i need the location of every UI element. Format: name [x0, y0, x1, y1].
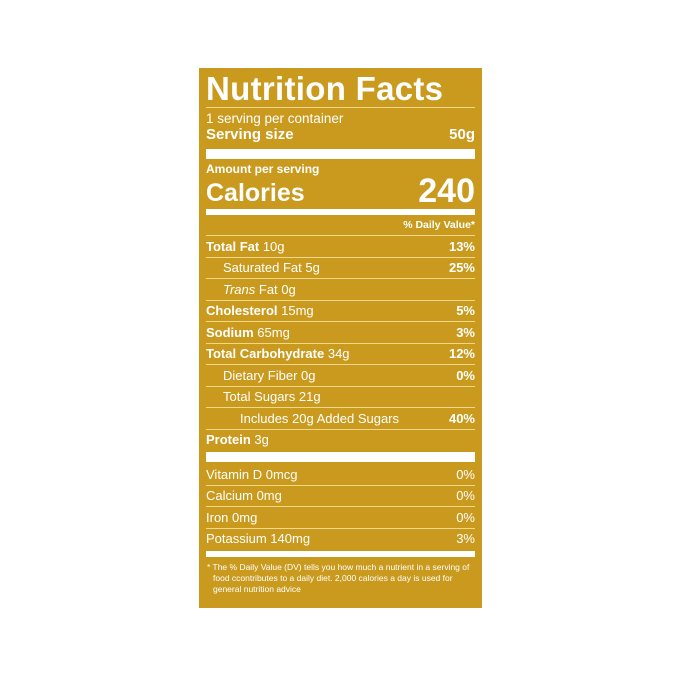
nutrients-9-amount: 3g: [254, 432, 269, 447]
nutrient-row-sodium: Sodium 65mg 3%: [206, 322, 475, 344]
nutrient-row-total-carbohydrate: Total Carbohydrate 34g 12%: [206, 344, 475, 365]
vitamins-2-dv: 0%: [456, 509, 475, 525]
calories-value: 240: [418, 172, 475, 210]
nutrients-6-dv: 0%: [456, 367, 475, 383]
nutrient-row-saturated-fat: Saturated Fat 5g 25%: [206, 258, 475, 279]
nutrients-6-amount: 0g: [301, 367, 316, 383]
vitamin-row-vitamin-d: Vitamin D 0mcg 0%: [206, 464, 475, 486]
nutrient-row-dietary-fiber: Dietary Fiber 0g 0%: [206, 365, 475, 387]
calories-label: Calories: [206, 179, 305, 207]
nutrients-6-name: Dietary Fiber: [223, 367, 298, 383]
nutrient-row-trans-fat: Trans Fat 0g: [206, 279, 475, 301]
medium-divider: [206, 209, 475, 215]
nutrients-2-name: Trans: [223, 281, 256, 297]
nutrients-3-amount: 15mg: [281, 303, 314, 318]
amount-per-serving: Amount per serving: [206, 162, 320, 176]
servings-per-container: 1 serving per container: [206, 111, 344, 126]
nutrients-7-name: Total Sugars: [223, 389, 296, 404]
vitamin-row-potassium: Potassium 140mg 3%: [206, 529, 475, 550]
daily-value-header: % Daily Value*: [206, 217, 475, 236]
daily-value-header-text: % Daily Value*: [403, 219, 475, 231]
nutrients-0-amount: 10g: [262, 238, 285, 254]
serving-size-label: Serving size: [206, 126, 294, 143]
vitamins-2-label: Iron 0mg: [206, 509, 258, 525]
nutrient-row-total-sugars: Total Sugars 21g: [206, 387, 475, 408]
nutrients-2-name_suffix: Fat: [258, 281, 278, 297]
nutrients-2-amount: 0g: [281, 281, 296, 297]
nutrients-3-dv: 5%: [456, 303, 475, 318]
medium-divider: [206, 551, 475, 557]
nutrients-0-name: Total Fat: [206, 238, 260, 254]
vitamins-1-label: Calcium 0mg: [206, 488, 282, 503]
nutrients-4-amount: 65mg: [257, 324, 290, 340]
nutrients-8-dv: 40%: [448, 410, 475, 426]
nutrients-3-name: Cholesterol: [206, 303, 278, 318]
nutrients-5-amount: 34g: [327, 346, 350, 361]
nutrients-1-amount: 5g: [305, 260, 320, 275]
nutrient-row-total-fat: Total Fat 10g 13%: [206, 236, 475, 258]
nutrient-row-added-sugars: Includes 20g Added Sugars 40%: [206, 408, 475, 430]
serving-size-row: Serving size 50g: [206, 127, 475, 143]
nutrition-facts-label: Nutrition Facts 1 serving per container …: [199, 68, 482, 608]
vitamins-3-label: Potassium 140mg: [206, 531, 311, 546]
calories-row: Calories 240: [206, 172, 475, 210]
nutrients-1-name: Saturated Fat: [223, 260, 302, 275]
nutrient-row-cholesterol: Cholesterol 15mg 5%: [206, 301, 475, 322]
nutrients-0-dv: 13%: [448, 238, 475, 254]
footnote: * The % Daily Value (DV) tells you how m…: [207, 562, 470, 594]
vitamin-row-calcium: Calcium 0mg 0%: [206, 486, 475, 507]
thick-divider: [206, 452, 475, 462]
vitamins-1-dv: 0%: [456, 488, 475, 503]
label-title: Nutrition Facts: [206, 70, 444, 107]
nutrients-7-amount: 21g: [298, 389, 321, 404]
vitamin-row-iron: Iron 0mg 0%: [206, 507, 475, 529]
nutrient-row-protein: Protein 3g: [206, 430, 475, 451]
vitamins-0-dv: 0%: [456, 466, 475, 482]
nutrients-1-dv: 25%: [448, 260, 475, 275]
vitamins-3-dv: 3%: [456, 531, 475, 546]
vitamins-0-label: Vitamin D 0mcg: [206, 466, 298, 482]
divider: [206, 107, 475, 108]
nutrients-5-name: Total Carbohydrate: [206, 346, 325, 361]
nutrients-5-dv: 12%: [448, 346, 475, 361]
nutrients-4-dv: 3%: [456, 324, 475, 340]
nutrients-8-name: Includes 20g Added Sugars: [240, 410, 400, 426]
nutrients-9-name: Protein: [206, 432, 251, 447]
serving-size-value: 50g: [449, 126, 475, 143]
nutrients-4-name: Sodium: [206, 324, 254, 340]
thick-divider: [206, 149, 475, 159]
